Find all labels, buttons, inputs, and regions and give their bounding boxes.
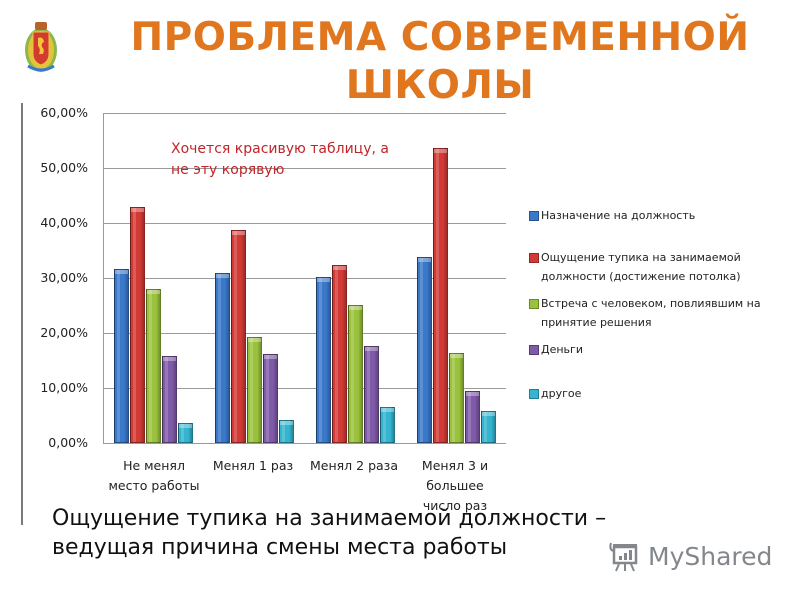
x-category-label: Менял 3 и большее число раз — [400, 456, 510, 516]
gridline — [104, 443, 506, 444]
bar — [247, 336, 262, 443]
bar — [130, 207, 145, 443]
x-category-label: Менял 2 раза — [299, 456, 409, 476]
slide-left-divider — [21, 103, 23, 525]
gridline — [104, 113, 506, 114]
bar — [316, 276, 331, 443]
bar — [332, 264, 347, 443]
bar — [465, 391, 480, 443]
x-category-label: Не менял место работы — [99, 456, 209, 496]
x-label-line: Менял 2 раза — [310, 458, 398, 473]
coat-of-arms-icon — [25, 22, 57, 72]
watermark-text: MyShared — [648, 541, 773, 571]
y-tick-label: 20,00% — [40, 325, 88, 340]
bar — [178, 423, 193, 443]
title-line-2: ШКОЛЫ — [345, 63, 535, 108]
bar — [215, 272, 230, 443]
gridline — [104, 168, 506, 169]
y-axis-line — [103, 113, 104, 444]
bar — [348, 304, 363, 443]
x-label-line: Менял 3 и — [421, 458, 489, 473]
bar — [114, 269, 129, 443]
caption-line-2: ведущая причина смены места работы — [52, 535, 508, 560]
y-tick-label: 30,00% — [40, 270, 88, 285]
bar — [162, 356, 177, 443]
y-tick-label: 50,00% — [40, 160, 88, 175]
gridline — [104, 223, 506, 224]
legend-swatch-icon — [529, 253, 539, 263]
x-label-line: Не менял — [123, 458, 185, 473]
slide-caption: Ощущение тупика на занимаемой должности … — [52, 504, 612, 562]
bar — [433, 148, 448, 443]
legend-swatch-icon — [529, 299, 539, 309]
bar — [146, 289, 161, 443]
y-tick-label: 40,00% — [40, 215, 88, 230]
slide-title: ПРОБЛЕМА СОВРЕМЕННОЙ ШКОЛЫ — [100, 14, 780, 110]
bar — [263, 353, 278, 443]
legend-swatch-icon — [529, 211, 539, 221]
legend-swatch-icon — [529, 345, 539, 355]
legend-swatch-icon — [529, 389, 539, 399]
bar — [364, 346, 379, 443]
legend-label: Ощущение тупика на занимаемой должности (… — [541, 251, 741, 283]
myshared-watermark: MyShared — [608, 538, 772, 574]
legend-label: Встреча с человеком, повлиявшим на принят… — [541, 297, 761, 329]
chart-annotation: Хочется красивую таблицу, а не эту коряв… — [171, 139, 431, 181]
caption-line-1: Ощущение тупика на занимаемой должности … — [52, 506, 607, 531]
x-label-line: число раз — [422, 498, 488, 513]
bar — [481, 411, 496, 443]
annotation-line-2: не эту корявую — [171, 162, 285, 178]
bar-chart-plot-area — [104, 113, 506, 444]
bar — [279, 419, 294, 443]
x-label-line: большее — [426, 478, 484, 493]
y-tick-label: 60,00% — [40, 105, 88, 120]
bar — [231, 230, 246, 443]
legend-label: Деньги — [541, 343, 583, 356]
gridline — [104, 278, 506, 279]
annotation-line-1: Хочется красивую таблицу, а — [171, 141, 389, 157]
bar — [380, 406, 395, 443]
legend-label: Назначение на должность — [541, 209, 696, 222]
x-label-line: место работы — [108, 478, 200, 493]
y-tick-label: 10,00% — [40, 380, 88, 395]
title-line-1: ПРОБЛЕМА СОВРЕМЕННОЙ — [130, 15, 750, 60]
bar — [417, 257, 432, 443]
gridline — [104, 388, 506, 389]
x-label-line: Менял 1 раз — [212, 458, 294, 473]
legend-label: другое — [541, 387, 582, 400]
bar — [449, 352, 464, 443]
x-category-label: Менял 1 раз — [198, 456, 308, 476]
y-tick-label: 0,00% — [48, 435, 88, 450]
gridline — [104, 333, 506, 334]
presentation-board-icon — [609, 542, 638, 572]
